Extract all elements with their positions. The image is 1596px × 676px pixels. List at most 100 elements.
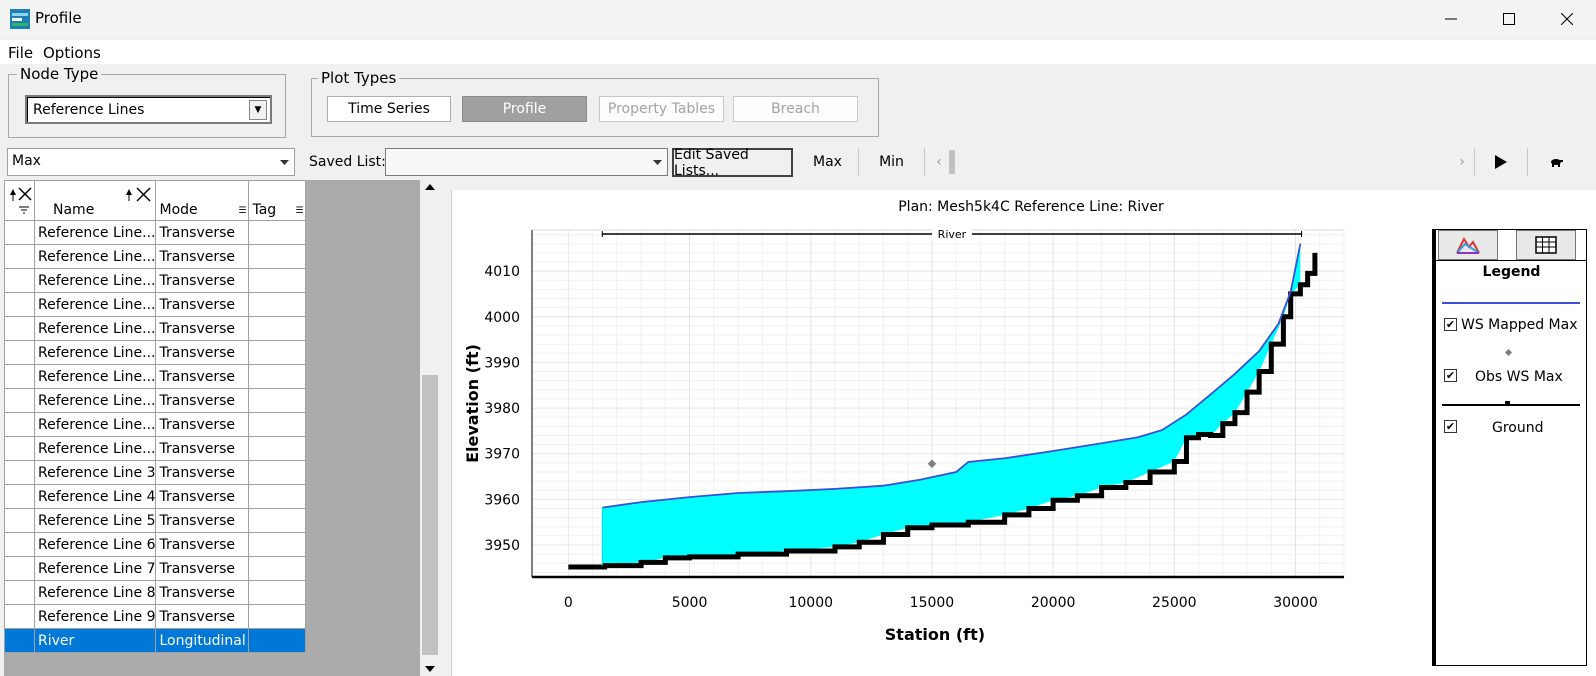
row-name[interactable]: Reference Line 9 bbox=[33, 604, 157, 629]
breach-button[interactable]: Breach bbox=[733, 96, 858, 122]
menu-options[interactable]: Options bbox=[43, 44, 101, 62]
row-mode[interactable]: Transverse bbox=[155, 604, 250, 629]
row-mode[interactable]: Transverse bbox=[155, 532, 250, 557]
table-row[interactable]: Reference Line... Transverse bbox=[4, 412, 307, 437]
row-name[interactable]: Reference Line... bbox=[33, 220, 157, 245]
row-mode[interactable]: Transverse bbox=[155, 580, 250, 605]
row-mode[interactable]: Transverse bbox=[155, 268, 250, 293]
row-tag[interactable] bbox=[248, 292, 307, 317]
table-row[interactable]: Reference Line 7 Transverse bbox=[4, 556, 307, 581]
row-mode[interactable]: Transverse bbox=[155, 508, 250, 533]
col-header-mode[interactable]: Mode ☰ bbox=[155, 180, 250, 221]
legend-table-tab[interactable] bbox=[1516, 230, 1576, 260]
row-name[interactable]: Reference Line... bbox=[33, 268, 157, 293]
row-tag[interactable] bbox=[248, 628, 307, 653]
row-mode[interactable]: Transverse bbox=[155, 436, 250, 461]
table-row[interactable]: River Longitudinal bbox=[4, 628, 307, 653]
row-name[interactable]: Reference Line 4 bbox=[33, 484, 157, 509]
row-tag[interactable] bbox=[248, 436, 307, 461]
row-mode[interactable]: Transverse bbox=[155, 556, 250, 581]
row-selector[interactable] bbox=[4, 556, 35, 581]
row-selector[interactable] bbox=[4, 604, 35, 629]
min-tab[interactable]: Min bbox=[859, 148, 925, 176]
table-row[interactable]: Reference Line... Transverse bbox=[4, 316, 307, 341]
row-mode[interactable]: Transverse bbox=[155, 388, 250, 413]
row-selector[interactable] bbox=[4, 364, 35, 389]
row-selector[interactable] bbox=[4, 580, 35, 605]
scrollbar-thumb[interactable] bbox=[422, 375, 438, 655]
edit-saved-lists-button[interactable]: Edit Saved Lists... bbox=[672, 147, 793, 179]
row-tag[interactable] bbox=[248, 580, 307, 605]
row-name[interactable]: Reference Line... bbox=[33, 316, 157, 341]
row-mode[interactable]: Transverse bbox=[155, 316, 250, 341]
row-mode[interactable]: Transverse bbox=[155, 244, 250, 269]
row-name[interactable]: Reference Line 5 bbox=[33, 508, 157, 533]
row-name[interactable]: Reference Line... bbox=[33, 388, 157, 413]
row-name[interactable]: Reference Line 6 bbox=[33, 532, 157, 557]
saved-list-combo[interactable] bbox=[385, 148, 668, 176]
table-row[interactable]: Reference Line... Transverse bbox=[4, 364, 307, 389]
row-selector[interactable] bbox=[4, 340, 35, 365]
row-tag[interactable] bbox=[248, 220, 307, 245]
row-mode[interactable]: Longitudinal bbox=[155, 628, 250, 653]
row-selector[interactable] bbox=[4, 532, 35, 557]
row-name[interactable]: Reference Line... bbox=[33, 340, 157, 365]
table-row[interactable]: Reference Line 9 Transverse bbox=[4, 604, 307, 629]
row-name[interactable]: Reference Line 3 bbox=[33, 460, 157, 485]
row-tag[interactable] bbox=[248, 484, 307, 509]
row-selector[interactable] bbox=[4, 220, 35, 245]
row-name[interactable]: Reference Line... bbox=[33, 412, 157, 437]
row-name[interactable]: Reference Line 8 bbox=[33, 580, 157, 605]
table-row[interactable]: Reference Line... Transverse bbox=[4, 268, 307, 293]
legend-chart-tab[interactable] bbox=[1438, 230, 1498, 260]
row-tag[interactable] bbox=[248, 460, 307, 485]
row-tag[interactable] bbox=[248, 412, 307, 437]
row-selector[interactable] bbox=[4, 292, 35, 317]
row-selector[interactable] bbox=[4, 388, 35, 413]
legend-obs-checkbox[interactable]: ✔ bbox=[1444, 369, 1457, 382]
table-row[interactable]: Reference Line 8 Transverse bbox=[4, 580, 307, 605]
legend-ws-checkbox[interactable]: ✔ bbox=[1444, 318, 1457, 331]
row-tag[interactable] bbox=[248, 340, 307, 365]
row-tag[interactable] bbox=[248, 388, 307, 413]
legend-ground-checkbox[interactable]: ✔ bbox=[1444, 420, 1457, 433]
max-tab[interactable]: Max bbox=[797, 148, 859, 176]
row-name[interactable]: Reference Line... bbox=[33, 436, 157, 461]
row-selector[interactable] bbox=[4, 244, 35, 269]
row-selector[interactable] bbox=[4, 628, 35, 653]
table-row[interactable]: Reference Line 4 Transverse bbox=[4, 484, 307, 509]
row-tag[interactable] bbox=[248, 508, 307, 533]
table-row[interactable]: Reference Line... Transverse bbox=[4, 292, 307, 317]
property-tables-button[interactable]: Property Tables bbox=[599, 96, 724, 122]
row-tag[interactable] bbox=[248, 364, 307, 389]
close-button[interactable] bbox=[1538, 0, 1596, 38]
row-tag[interactable] bbox=[248, 532, 307, 557]
row-selector[interactable] bbox=[4, 412, 35, 437]
table-row[interactable]: Reference Line 5 Transverse bbox=[4, 508, 307, 533]
table-row[interactable]: Reference Line... Transverse bbox=[4, 340, 307, 365]
table-scrollbar[interactable] bbox=[420, 180, 440, 676]
play-button[interactable] bbox=[1474, 148, 1526, 176]
row-name[interactable]: Reference Line... bbox=[33, 364, 157, 389]
row-mode[interactable]: Transverse bbox=[155, 460, 250, 485]
maximize-button[interactable] bbox=[1480, 0, 1538, 38]
table-row[interactable]: Reference Line 6 Transverse bbox=[4, 532, 307, 557]
animation-speed-button[interactable] bbox=[1527, 148, 1583, 176]
minimize-button[interactable] bbox=[1422, 0, 1480, 38]
row-selector[interactable] bbox=[4, 460, 35, 485]
table-row[interactable]: Reference Line... Transverse bbox=[4, 244, 307, 269]
row-mode[interactable]: Transverse bbox=[155, 292, 250, 317]
row-selector[interactable] bbox=[4, 316, 35, 341]
timestep-combo[interactable]: Max bbox=[7, 148, 295, 176]
table-row[interactable]: Reference Line... Transverse bbox=[4, 388, 307, 413]
node-type-dropdown[interactable]: Reference Lines ▼ bbox=[25, 95, 272, 124]
tab-scroll-thumb[interactable] bbox=[949, 150, 955, 174]
row-selector[interactable] bbox=[4, 508, 35, 533]
row-tag[interactable] bbox=[248, 244, 307, 269]
row-mode[interactable]: Transverse bbox=[155, 220, 250, 245]
table-row[interactable]: Reference Line... Transverse bbox=[4, 436, 307, 461]
row-selector[interactable] bbox=[4, 436, 35, 461]
time-series-button[interactable]: Time Series bbox=[327, 96, 451, 122]
profile-button[interactable]: Profile bbox=[462, 96, 587, 122]
profile-chart[interactable]: 0 5000 10000 15000 20000 25000 30000 3950 3960 39… bbox=[452, 190, 1596, 676]
